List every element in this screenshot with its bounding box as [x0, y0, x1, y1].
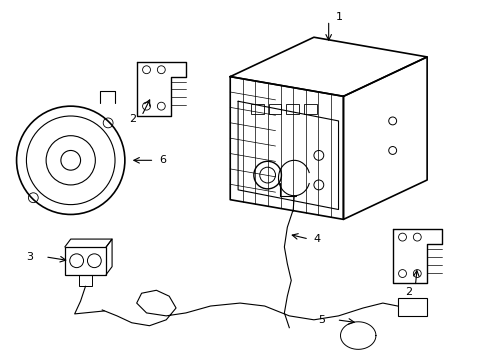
Text: 4: 4: [313, 234, 321, 244]
Bar: [286, 104, 299, 114]
Bar: [304, 104, 316, 114]
Bar: [65, 247, 106, 275]
Text: 1: 1: [335, 12, 342, 22]
Bar: [397, 298, 426, 316]
Text: 5: 5: [317, 315, 324, 325]
Bar: [268, 104, 281, 114]
Text: 6: 6: [159, 155, 166, 165]
Bar: [250, 104, 263, 114]
Bar: [79, 275, 92, 286]
Text: 2: 2: [128, 114, 136, 124]
Text: 3: 3: [26, 252, 33, 262]
Text: 2: 2: [405, 287, 412, 297]
